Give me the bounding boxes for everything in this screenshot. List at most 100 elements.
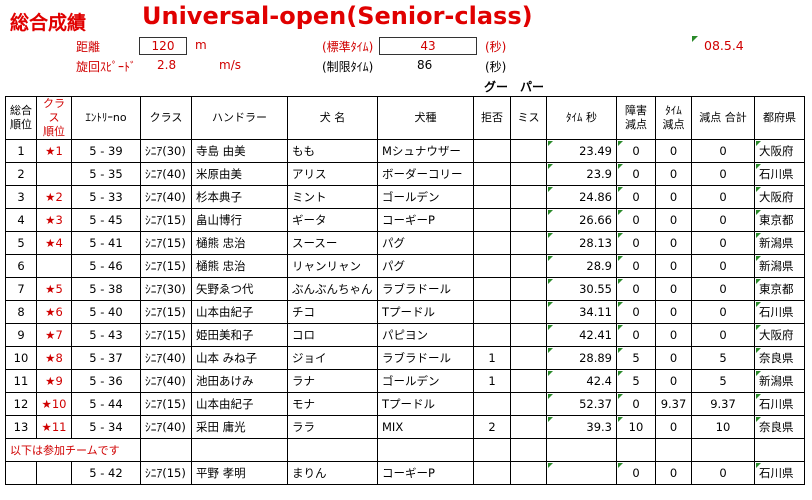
overall-rank-cell-text: 13 [13,420,29,434]
time-penalty-cell: 0 [655,185,692,209]
entry-no-cell-text: 5 - 37 [89,351,123,365]
entry-no-cell-text: 5 - 39 [89,144,123,158]
col-miss: ミス [510,96,547,140]
time-penalty-cell-text: 0 [669,420,678,434]
miss-cell [510,139,547,163]
prefecture-cell-text: 石川県 [759,466,794,480]
table-row: 1 ★1 5 - 39 ｼﾆｱ(30) 寺島 由美 もも Mシュナウザー 23.49 0 0 0 大阪… [5,139,805,163]
std-time-value: 43 [379,37,477,55]
handler-cell: 山本 みね子 [191,346,288,370]
total-penalty-cell: 0 [691,461,755,485]
entry-no-cell: 5 - 43 [71,323,141,347]
total-penalty-cell: 0 [691,162,755,186]
limit-time-label: (制限ﾀｲﾑ) [322,60,374,74]
prefecture-cell: 石川県 [754,392,805,416]
prefecture-cell-text: 奈良県 [759,420,794,434]
comment-marker-icon [548,348,553,353]
class-cell: ｼﾆｱ(40) [140,369,192,393]
refusal-cell [473,208,511,232]
time-cell: 24.86 [546,185,617,209]
entry-no-cell: 5 - 35 [71,162,141,186]
total-penalty-cell-text: 5 [719,374,727,388]
handler-cell-text: 樋熊 忠治 [196,259,246,273]
entry-no-cell: 5 - 41 [71,231,141,255]
total-penalty-cell-text: 0 [719,328,727,342]
comment-marker-icon [618,371,623,376]
comment-marker-icon [756,210,761,215]
class-cell: ｼﾆｱ(15) [140,392,192,416]
empty-cell [287,438,378,462]
breed-cell: ゴールデン [377,369,474,393]
entry-no-cell-text: 5 - 36 [89,374,123,388]
dog-name-cell: ミント [287,185,378,209]
time-cell: 42.41 [546,323,617,347]
note-row: 以下は参加チームです [5,438,805,462]
time-cell-text: 42.41 [579,328,612,342]
time-penalty-cell: 0 [655,162,692,186]
breed-cell-text: Tプードル [382,397,436,411]
breed-cell: MIX [377,415,474,439]
time-cell: 39.3 [546,415,617,439]
col-entry-no: ｴﾝﾄﾘｰno [71,96,141,140]
time-cell: 52.37 [546,392,617,416]
overall-rank-cell: 12 [5,392,37,416]
time-cell-text: 28.89 [579,351,612,365]
overall-rank-cell: 1 [5,139,37,163]
dog-name-cell-text: リャンリャン [292,259,361,273]
class-cell-text: ｼﾆｱ(40) [145,420,186,434]
breed-cell: パグ [377,254,474,278]
breed-cell-text: コーギーP [382,213,435,227]
obstacle-penalty-cell: 0 [616,277,656,301]
miss-cell [510,346,547,370]
table-row: 12 ★10 5 - 44 ｼﾆｱ(15) 山本由紀子 モナ Tプードル 52.37 0 9.37… [5,392,805,416]
comment-marker-icon [548,256,553,261]
obstacle-penalty-cell: 0 [616,185,656,209]
breed-cell: ラブラドール [377,277,474,301]
speed-value: 2.8 [157,58,177,72]
breed-cell-text: ボーダーコリー [382,167,463,181]
col-class: クラス [140,96,192,140]
prefecture-cell: 新潟県 [754,254,805,278]
total-penalty-cell: 0 [691,277,755,301]
col-time-sec: ﾀｲﾑ 秒 [546,96,617,140]
table-row: 7 ★5 5 - 38 ｼﾆｱ(30) 矢野ゑつ代 ぶんぶんちゃん ラブラドール 30.55 0… [5,277,805,301]
obstacle-penalty-cell-text: 0 [632,190,640,204]
col-breed: 犬種 [377,96,474,140]
obstacle-penalty-cell-text: 0 [632,466,640,480]
time-penalty-cell-text: 9.37 [660,397,687,411]
miss-cell [510,185,547,209]
class-rank-cell: ★6 [36,300,72,324]
time-penalty-cell-text: 0 [669,213,678,227]
handler-cell: 山本由紀子 [191,300,288,324]
handler-cell: 矢野ゑつ代 [191,277,288,301]
class-rank-cell-text: ★9 [45,374,63,388]
comment-marker-icon [548,417,553,422]
overall-rank-cell: 7 [5,277,37,301]
comment-marker-icon [756,233,761,238]
time-penalty-cell: 0 [655,369,692,393]
distance-label: 距離 [76,40,101,54]
class-rank-cell-text: ★10 [41,397,67,411]
time-penalty-cell: 9.37 [655,392,692,416]
obstacle-penalty-cell-text: 0 [632,328,640,342]
entry-no-cell: 5 - 44 [71,392,141,416]
total-penalty-cell-text: 10 [715,420,731,434]
miss-cell [510,392,547,416]
entry-no-cell: 5 - 36 [71,369,141,393]
class-cell: ｼﾆｱ(40) [140,185,192,209]
class-rank-cell [36,254,72,278]
breed-cell: Tプードル [377,300,474,324]
entry-no-cell: 5 - 38 [71,277,141,301]
table-row: 10 ★8 5 - 37 ｼﾆｱ(40) 山本 みね子 ジョイ ラブラドール 1 28.89 5 0… [5,346,805,370]
class-cell: ｼﾆｱ(30) [140,139,192,163]
time-cell-text: 52.37 [579,397,612,411]
prefecture-cell: 石川県 [754,300,805,324]
refusal-cell [473,461,511,485]
refusal-cell [473,139,511,163]
prefecture-cell: 東京都 [754,277,805,301]
time-penalty-cell-text: 0 [669,466,678,480]
time-cell: 42.4 [546,369,617,393]
comment-marker-icon [618,325,623,330]
prefecture-cell: 大阪府 [754,323,805,347]
prefecture-cell-text: 新潟県 [759,236,794,250]
